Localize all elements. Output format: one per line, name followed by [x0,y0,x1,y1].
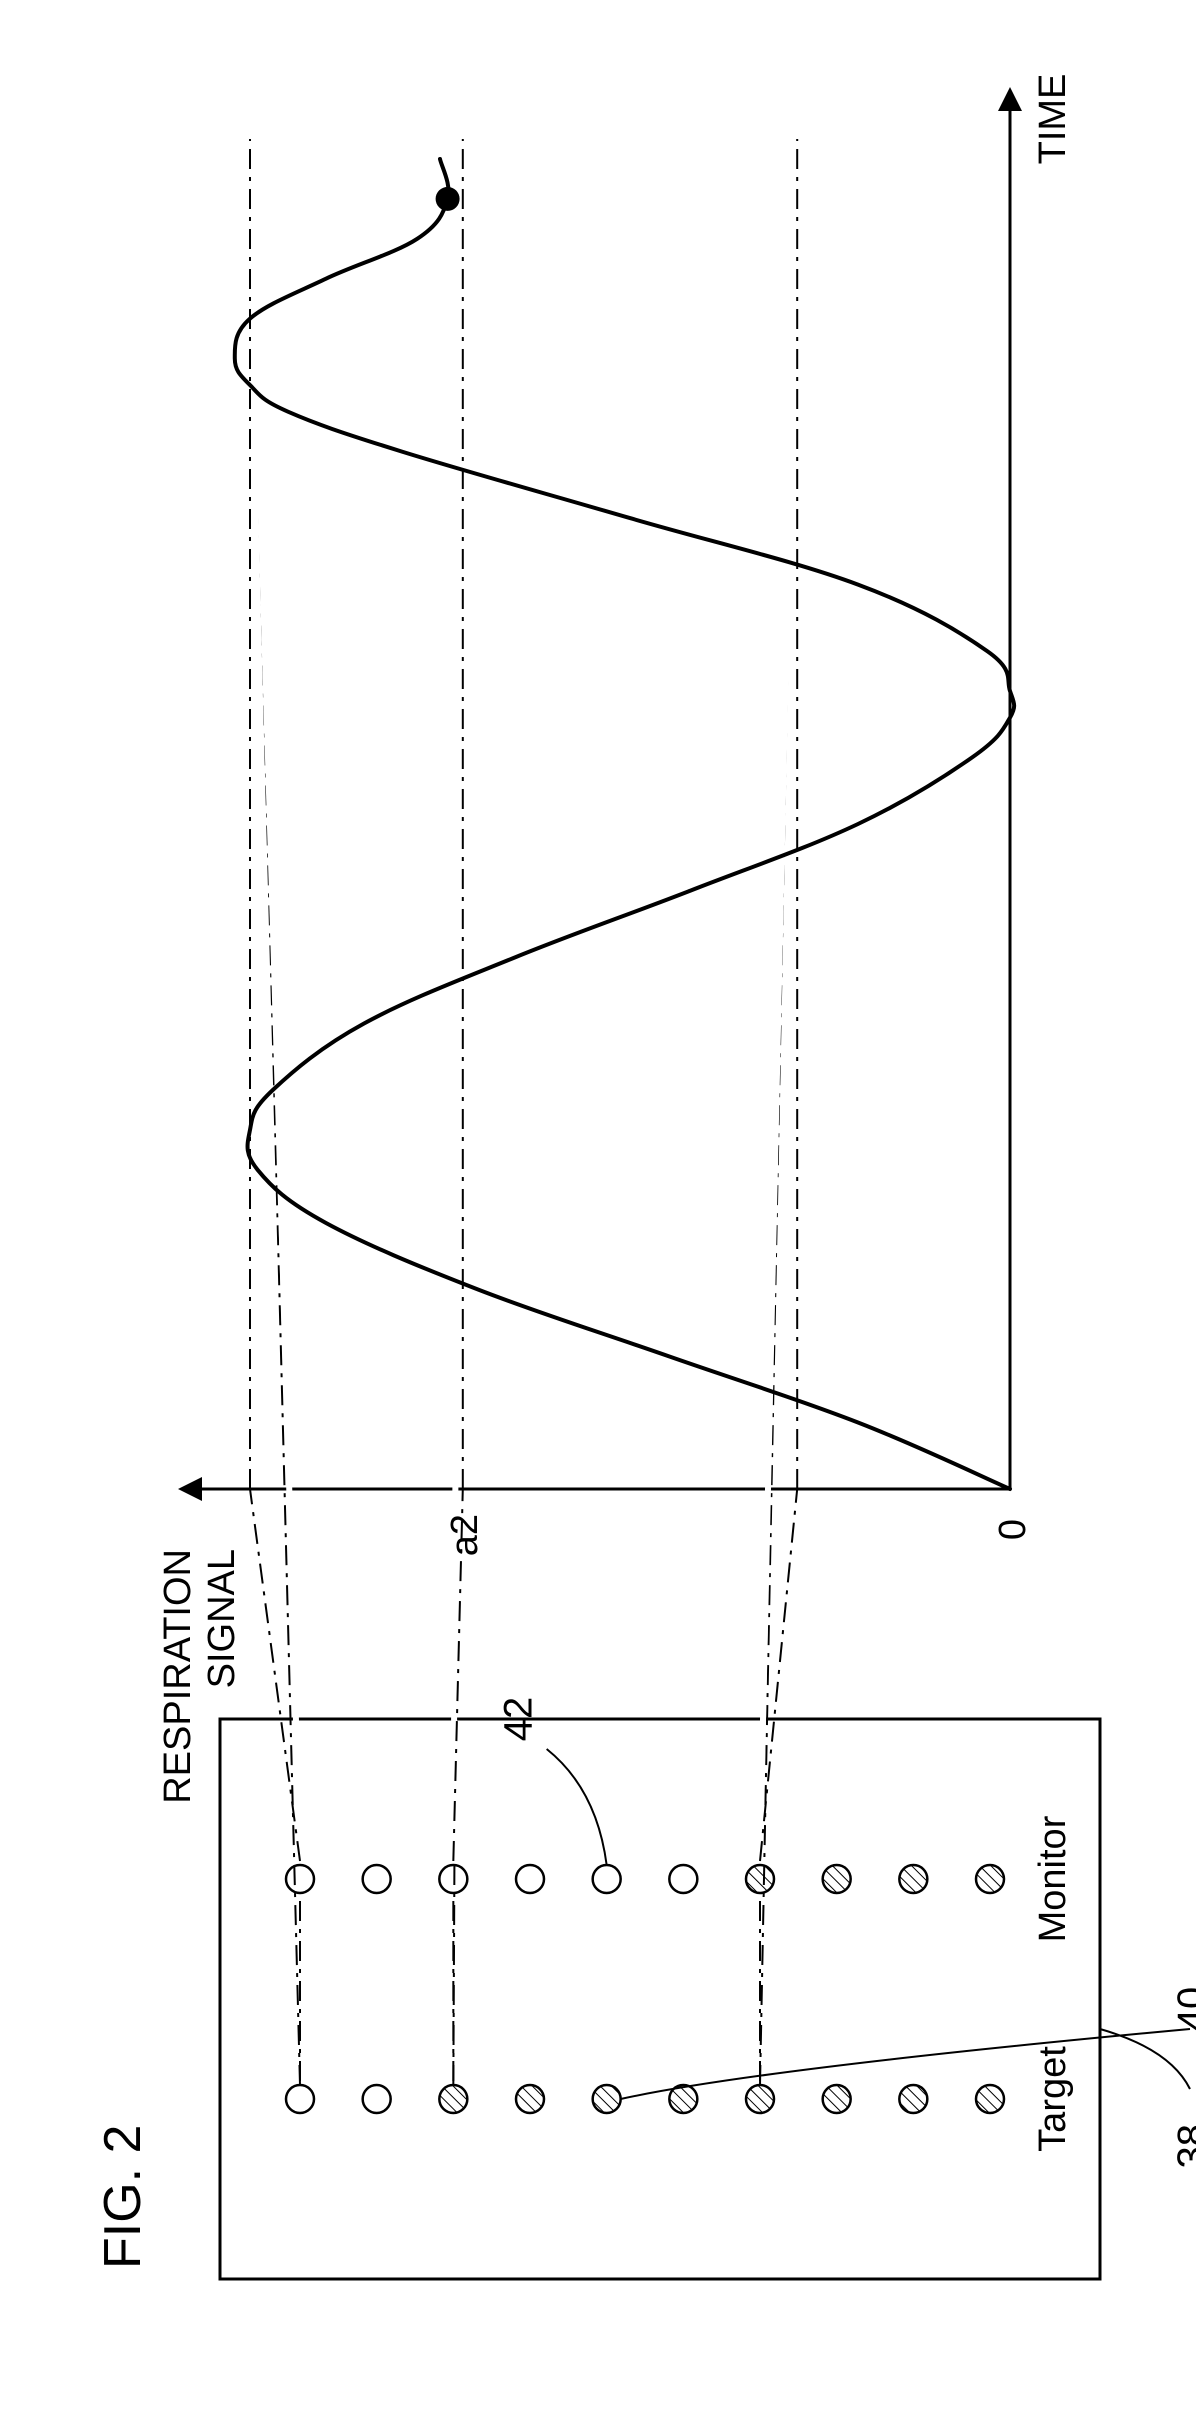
y-axis-label-2: SIGNAL [201,1549,243,1688]
target-dot [899,2085,927,2113]
diagram-svg: FIG. 2 Target Monitor 38 40 42 RESPIRATIONSIGN… [20,20,1196,2389]
current-sample-marker [436,187,460,211]
monitor-dot [976,1865,1004,1893]
callout-42: 42 [497,1697,541,1742]
monitor-dot [516,1865,544,1893]
target-dot [976,2085,1004,2113]
origin-label: 0 [992,1519,1034,1540]
monitor-dot [899,1865,927,1893]
target-dot [286,2085,314,2113]
target-dot [516,2085,544,2113]
figure-title: FIG. 2 [94,2125,152,2269]
monitor-dot [593,1865,621,1893]
indicator-panel [220,1719,1100,2279]
target-dot [593,2085,621,2113]
monitor-label: Monitor [1032,1815,1074,1942]
callout-leader-38 [1100,2029,1190,2089]
callout-38: 38 [1170,2124,1196,2169]
monitor-dot [823,1865,851,1893]
monitor-dot [286,1865,314,1893]
threshold-label: a2 [444,1514,486,1556]
monitor-dot [439,1865,467,1893]
callout-40: 40 [1170,1987,1196,2032]
respiration-wave [235,159,1014,1489]
figure-container: FIG. 2 Target Monitor 38 40 42 RESPIRATIONSIGN… [20,20,1196,2389]
monitor-dot [669,1865,697,1893]
target-label: Target [1032,2046,1074,2152]
x-axis-label: TIME [1032,74,1074,165]
y-axis-label-1: RESPIRATION [157,1549,199,1804]
target-dot [439,2085,467,2113]
target-dot [823,2085,851,2113]
target-dot [363,2085,391,2113]
callout-leader-42 [547,1749,607,1865]
target-dot [746,2085,774,2113]
monitor-dot [746,1865,774,1893]
monitor-dot [363,1865,391,1893]
